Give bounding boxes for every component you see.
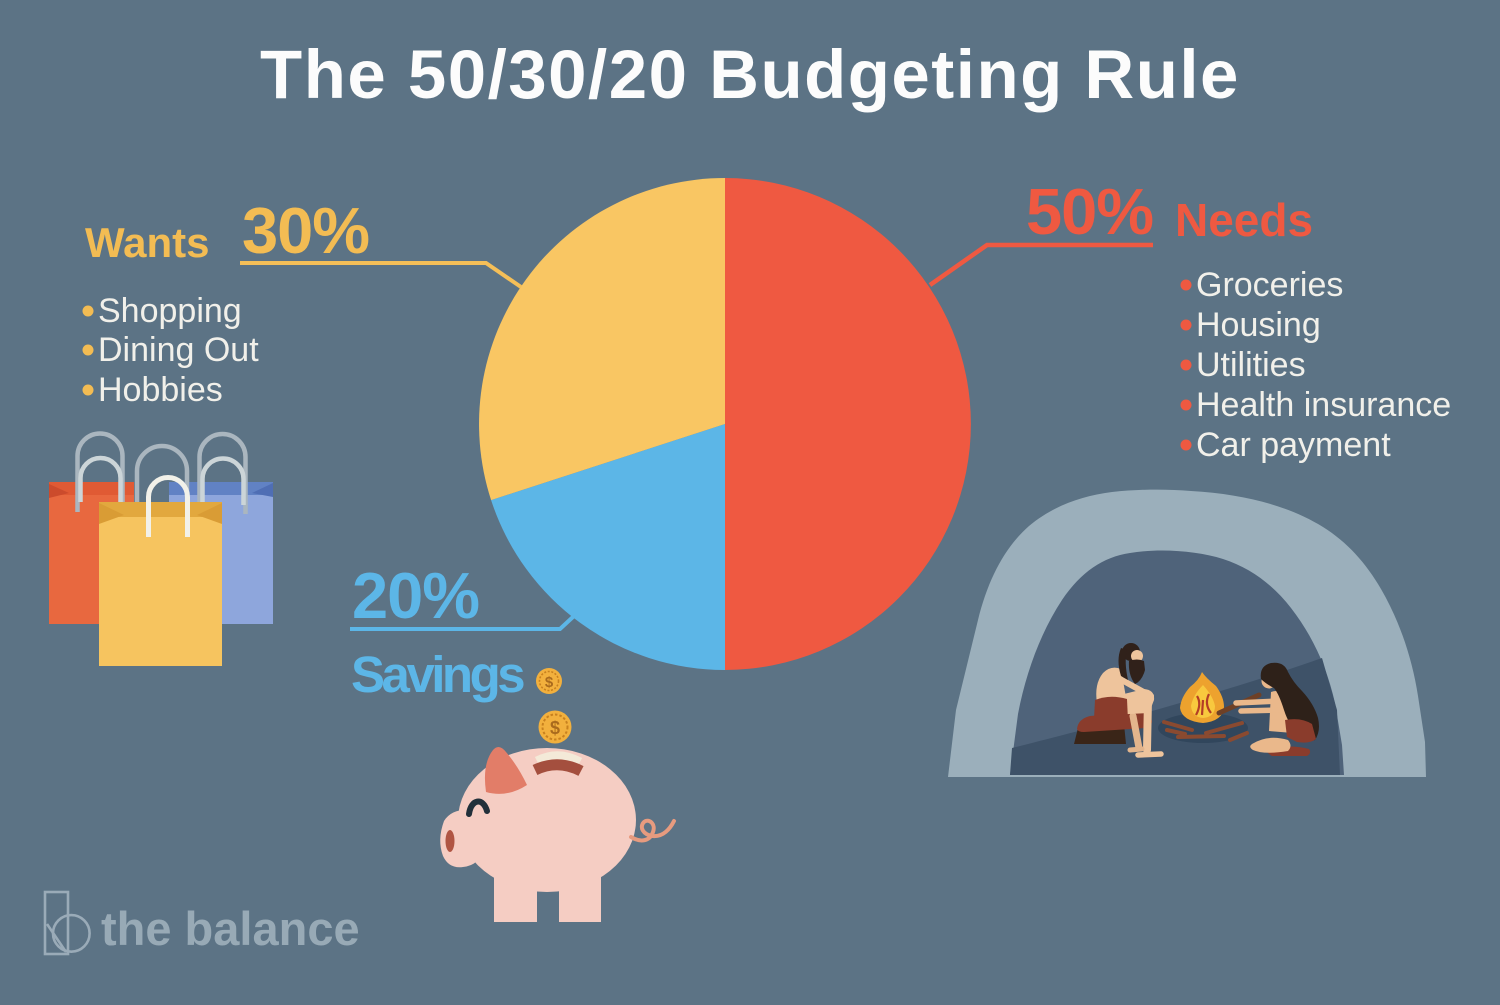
svg-text:$: $	[545, 674, 554, 691]
svg-text:Wants: Wants	[85, 219, 209, 266]
svg-text:Health insurance: Health insurance	[1196, 386, 1451, 424]
svg-text:Needs: Needs	[1175, 194, 1313, 246]
svg-text:Shopping: Shopping	[98, 292, 242, 330]
svg-text:Housing: Housing	[1196, 306, 1321, 344]
svg-text:Car payment: Car payment	[1196, 426, 1391, 464]
svg-text:Savings: Savings	[351, 646, 524, 703]
svg-text:20%: 20%	[352, 559, 479, 632]
svg-text:the balance: the balance	[101, 902, 360, 955]
svg-text:Utilities: Utilities	[1196, 346, 1306, 384]
svg-text:Groceries: Groceries	[1196, 266, 1343, 304]
svg-text:50%: 50%	[1026, 175, 1153, 248]
svg-text:Dining Out: Dining Out	[98, 331, 259, 369]
svg-text:Hobbies: Hobbies	[98, 371, 223, 409]
svg-text:The 50/30/20 Budgeting Rule: The 50/30/20 Budgeting Rule	[260, 36, 1240, 113]
svg-text:$: $	[550, 718, 560, 738]
svg-text:30%: 30%	[242, 194, 369, 267]
